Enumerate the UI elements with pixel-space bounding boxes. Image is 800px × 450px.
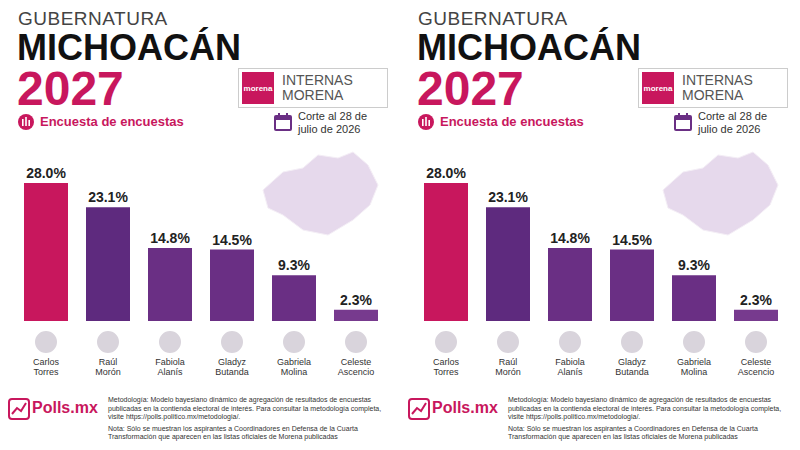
svg-text:GladyzButanda: GladyzButanda xyxy=(215,357,249,377)
html-text:2027: 2027 xyxy=(17,62,124,115)
html-text:Corte al 28 de julio de 2026: Corte al 28 de julio de 2026 xyxy=(698,110,768,135)
html-text:INTERNAS MORENA: INTERNAS MORENA xyxy=(282,72,353,103)
html-text:Nota: Sólo se muestran los asp: Nota: Sólo se muestran los aspirantes a … xyxy=(108,424,358,440)
html-text:Encuesta de encuestas: Encuesta de encuestas xyxy=(440,114,584,129)
html-text:MICHOACÁN: MICHOACÁN xyxy=(17,27,241,68)
svg-text:2.3%: 2.3% xyxy=(740,292,772,308)
html-text:GUBERNATURA: GUBERNATURA xyxy=(418,8,568,29)
html-text:INTERNAS MORENA: INTERNAS MORENA xyxy=(682,72,753,103)
svg-text:23.1%: 23.1% xyxy=(88,189,128,205)
svg-text:CelesteAscencio: CelesteAscencio xyxy=(338,357,375,377)
html-text:Nota: Sólo se muestran los asp: Nota: Sólo se muestran los aspirantes a … xyxy=(508,424,758,440)
html-text:morena: morena xyxy=(643,83,673,93)
html-text:Metodología: Modelo bayesiano: Metodología: Modelo bayesiano dinámico d… xyxy=(508,396,782,420)
svg-text:CelesteAscencio: CelesteAscencio xyxy=(738,357,775,377)
html-text:2027: 2027 xyxy=(417,62,524,115)
html-text:Metodología: Modelo bayesiano: Metodología: Modelo bayesiano dinámico d… xyxy=(108,396,382,420)
svg-text:RaúlMorón: RaúlMorón xyxy=(95,357,121,377)
svg-text:9.3%: 9.3% xyxy=(278,257,310,273)
html-text:MICHOACÁN: MICHOACÁN xyxy=(417,27,641,68)
svg-text:GabrielaMolina: GabrielaMolina xyxy=(277,357,311,377)
html-text:morena: morena xyxy=(243,83,273,93)
html-text:Polls.mx: Polls.mx xyxy=(432,399,498,416)
html-text:GUBERNATURA: GUBERNATURA xyxy=(18,8,168,29)
svg-text:GladyzButanda: GladyzButanda xyxy=(615,357,649,377)
html-text:Polls.mx: Polls.mx xyxy=(32,399,98,416)
svg-text:FabiolaAlanís: FabiolaAlanís xyxy=(555,357,585,377)
svg-text:RaúlMorón: RaúlMorón xyxy=(495,357,521,377)
svg-text:14.5%: 14.5% xyxy=(612,232,652,248)
svg-text:FabiolaAlanís: FabiolaAlanís xyxy=(155,357,185,377)
html-text:Encuesta de encuestas: Encuesta de encuestas xyxy=(40,114,184,129)
svg-text:14.5%: 14.5% xyxy=(212,232,252,248)
svg-text:CarlosTorres: CarlosTorres xyxy=(433,357,460,377)
svg-text:14.8%: 14.8% xyxy=(550,230,590,246)
svg-text:2.3%: 2.3% xyxy=(340,292,372,308)
svg-text:GabrielaMolina: GabrielaMolina xyxy=(677,357,711,377)
svg-text:28.0%: 28.0% xyxy=(26,165,66,181)
html-text:Corte al 28 de julio de 2026: Corte al 28 de julio de 2026 xyxy=(298,110,368,135)
svg-text:CarlosTorres: CarlosTorres xyxy=(33,357,60,377)
svg-text:14.8%: 14.8% xyxy=(150,230,190,246)
svg-text:28.0%: 28.0% xyxy=(426,165,466,181)
svg-text:23.1%: 23.1% xyxy=(488,189,528,205)
svg-text:9.3%: 9.3% xyxy=(678,257,710,273)
